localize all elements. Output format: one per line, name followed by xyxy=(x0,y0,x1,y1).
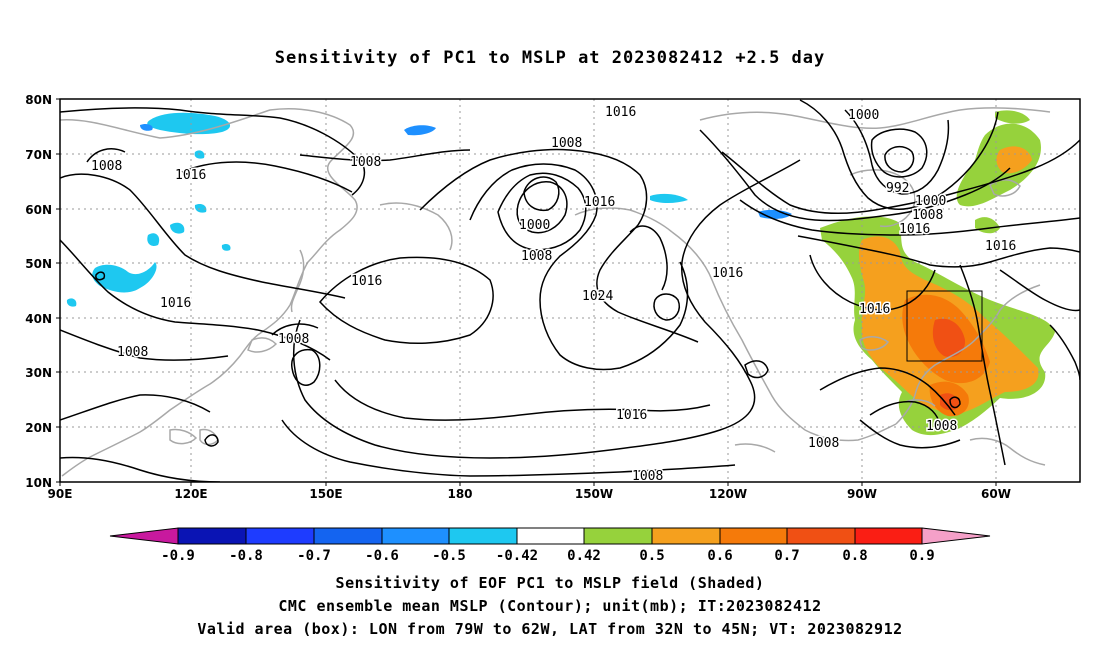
contour-label: 1008 xyxy=(912,208,943,223)
colorbar-label: -0.7 xyxy=(297,548,331,564)
coastlines xyxy=(60,107,1051,477)
colorbar-label: -0.9 xyxy=(161,548,195,564)
colorbar: -0.9 -0.8 -0.7 -0.6 -0.5 -0.42 0.42 0.5 … xyxy=(109,527,991,564)
colorbar-left-triangle xyxy=(109,527,179,545)
colorbar-swatch xyxy=(854,527,923,545)
footer-line-contour: CMC ensemble mean MSLP (Contour); unit(m… xyxy=(278,597,822,615)
colorbar-swatch xyxy=(381,527,450,545)
contour-label: 1016 xyxy=(584,195,615,210)
contour-label: 1008 xyxy=(91,159,122,174)
lat-tick-label: 50N xyxy=(25,257,52,271)
lon-tick-label: 90E xyxy=(48,487,73,501)
colorbar-label: 0.6 xyxy=(707,548,732,564)
contour-label: 1016 xyxy=(616,408,647,423)
lon-tick-label: 150E xyxy=(309,487,342,501)
colorbar-label: 0.8 xyxy=(842,548,867,564)
positive-sensitivity-shading xyxy=(820,110,1055,436)
lat-tick-label: 40N xyxy=(25,312,52,326)
contour-label: 1000 xyxy=(519,218,550,233)
lat-tick-labels: 80N 70N 60N 50N 40N 30N 20N 10N xyxy=(25,93,52,490)
colorbar-label: -0.6 xyxy=(365,548,399,564)
colorbar-label: 0.42 xyxy=(567,548,601,564)
map-frame xyxy=(59,98,1081,483)
contour-label: 1008 xyxy=(350,155,381,170)
lon-tick-label: 120E xyxy=(174,487,207,501)
contour-label: 1016 xyxy=(712,266,743,281)
lon-tick-label: 150W xyxy=(575,487,613,501)
contour-labels: 1016 1008 1008 1016 1016 1008 1008 1016 … xyxy=(90,104,1018,484)
contour-label: 992 xyxy=(886,181,909,196)
axis-ticks xyxy=(56,98,997,486)
colorbar-right-triangle xyxy=(921,527,991,545)
colorbar-swatch xyxy=(651,527,721,545)
colorbar-label: 0.9 xyxy=(909,548,934,564)
lon-tick-label: 60W xyxy=(981,487,1011,501)
lon-tick-label: 120W xyxy=(709,487,747,501)
contour-label: 1000 xyxy=(848,108,879,123)
lat-lon-grid xyxy=(60,99,1080,482)
colorbar-swatch xyxy=(516,527,585,545)
contour-label: 1016 xyxy=(175,168,206,183)
contour-label: 1000 xyxy=(915,194,946,209)
contour-label: 1016 xyxy=(605,105,636,120)
colorbar-label: -0.8 xyxy=(229,548,263,564)
contour-label: 1008 xyxy=(808,436,839,451)
contour-label: 1016 xyxy=(859,302,890,317)
colorbar-swatch xyxy=(177,527,247,545)
footer-line-shaded: Sensitivity of EOF PC1 to MSLP field (Sh… xyxy=(335,574,765,592)
mslp-contours xyxy=(60,99,1080,482)
colorbar-label: -0.5 xyxy=(432,548,466,564)
lat-tick-label: 60N xyxy=(25,203,52,217)
colorbar-label: 0.7 xyxy=(774,548,799,564)
colorbar-swatch xyxy=(448,527,518,545)
contour-label: 1008 xyxy=(117,345,148,360)
contour-label: 1008 xyxy=(551,136,582,151)
colorbar-swatch xyxy=(786,527,856,545)
contour-label: 1016 xyxy=(899,222,930,237)
colorbar-swatch xyxy=(313,527,383,545)
contour-label: 1008 xyxy=(278,332,309,347)
contour-label: 1008 xyxy=(632,469,663,484)
colorbar-label: 0.5 xyxy=(639,548,664,564)
contour-label: 1016 xyxy=(985,239,1016,254)
lat-tick-label: 10N xyxy=(25,476,52,490)
lat-tick-label: 80N xyxy=(25,93,52,107)
contour-label: 1016 xyxy=(351,274,382,289)
lon-tick-label: 180 xyxy=(447,487,472,501)
lat-tick-label: 30N xyxy=(25,366,52,380)
lon-tick-labels: 90E 120E 150E 180 150W 120W 90W 60W xyxy=(48,487,1011,501)
colorbar-label: -0.42 xyxy=(496,548,538,564)
negative-sensitivity-shading xyxy=(66,112,792,307)
footer-line-valid-area: Valid area (box): LON from 79W to 62W, L… xyxy=(197,620,903,638)
lon-tick-label: 90W xyxy=(847,487,877,501)
colorbar-swatch xyxy=(719,527,788,545)
colorbar-swatch xyxy=(245,527,315,545)
contour-label: 1008 xyxy=(521,249,552,264)
chart-title: Sensitivity of PC1 to MSLP at 2023082412… xyxy=(274,48,826,68)
contour-label: 1024 xyxy=(582,289,613,304)
contour-label: 1008 xyxy=(926,419,957,434)
valid-area-box xyxy=(906,290,983,362)
lat-tick-label: 70N xyxy=(25,148,52,162)
colorbar-swatch xyxy=(583,527,653,545)
contour-label: 1016 xyxy=(160,296,191,311)
lat-tick-label: 20N xyxy=(25,421,52,435)
